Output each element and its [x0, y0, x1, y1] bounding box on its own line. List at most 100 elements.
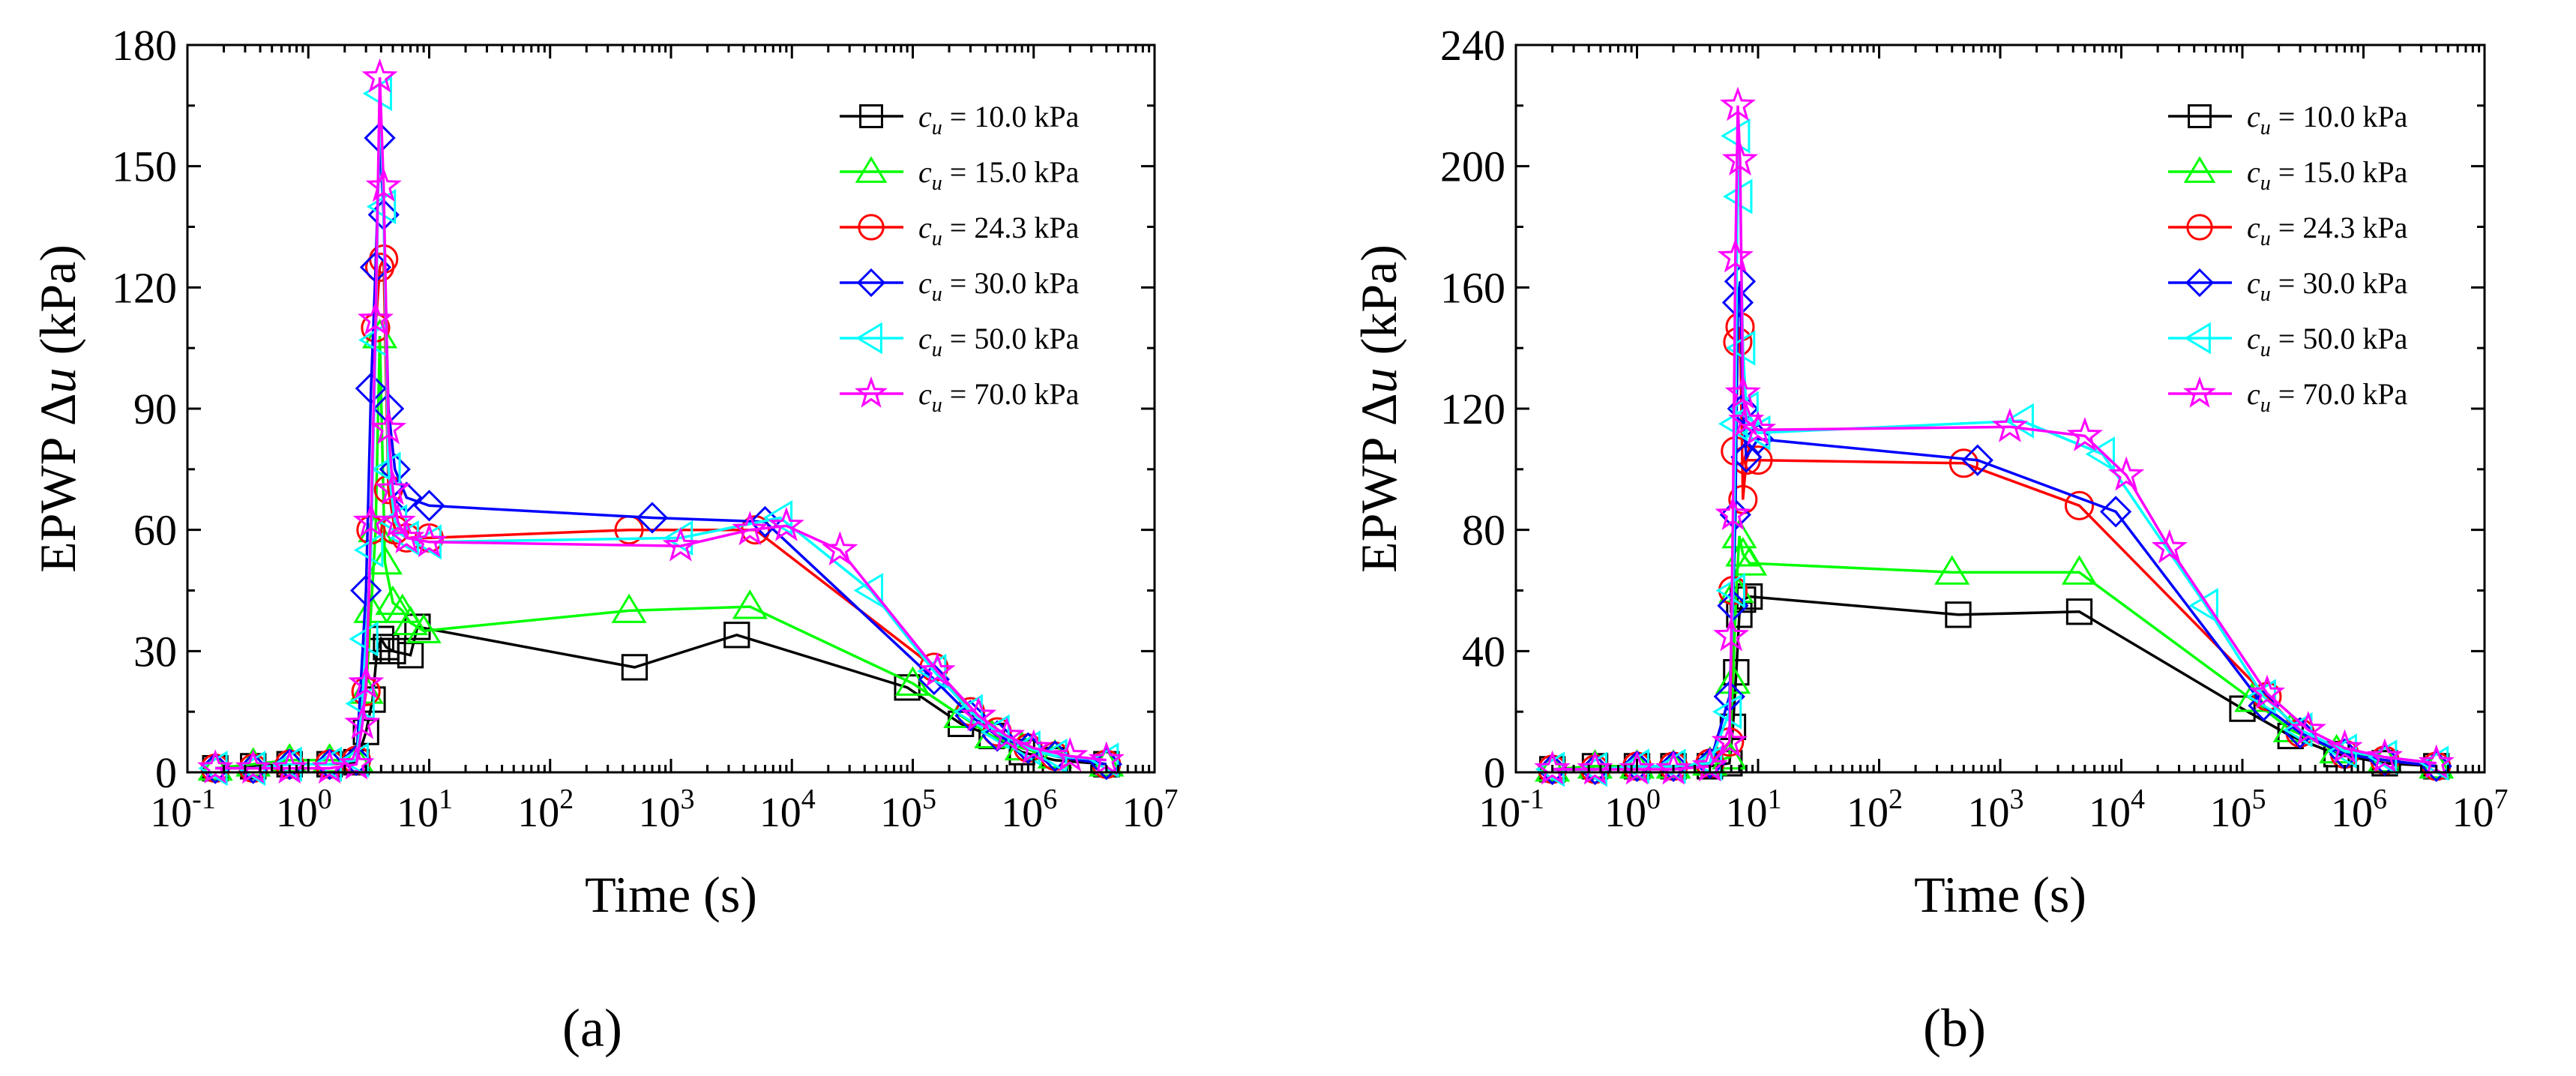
data-point	[371, 451, 401, 487]
data-point	[1739, 410, 1777, 445]
x-tick-label: 103	[639, 784, 695, 836]
data-point	[2151, 529, 2188, 564]
data-point	[1721, 286, 1754, 319]
data-point	[2366, 738, 2404, 773]
data-point	[366, 189, 397, 225]
data-point	[988, 717, 1026, 752]
data-point	[355, 372, 387, 405]
data-point	[611, 593, 647, 623]
x-tick-label: 102	[517, 784, 574, 836]
data-point	[1961, 444, 1993, 476]
data-point	[2229, 695, 2256, 722]
y-tick-label: 150	[112, 142, 177, 191]
y-tick-label: 40	[1462, 627, 1505, 676]
y-tick-label: 80	[1462, 506, 1505, 555]
data-point	[732, 589, 768, 619]
legend-marker	[855, 156, 888, 183]
data-point	[2108, 456, 2145, 491]
panel-a-y-axis-title: EPWP Δu (kPa)	[29, 244, 86, 573]
panel-b-y-axis-title: EPWP Δu (kPa)	[1350, 244, 1407, 573]
y-tick-label: 120	[112, 263, 177, 312]
data-point	[749, 505, 781, 538]
x-tick-label: 107	[1122, 784, 1179, 836]
legend-marker	[2185, 268, 2215, 298]
x-tick-label: 100	[1604, 784, 1661, 836]
data-point	[311, 749, 348, 784]
data-point	[357, 301, 394, 336]
panel-a-y-tick-labels: 0 30 60 90 120 150 180	[112, 21, 177, 797]
data-point	[1721, 141, 1759, 176]
data-point	[413, 490, 445, 522]
y-tick-label: 200	[1440, 142, 1505, 191]
legend-label: cu = 70.0 kPa	[918, 377, 1080, 417]
legend-item: cu = 30.0 kPa	[2168, 266, 2408, 306]
legend-item: cu = 50.0 kPa	[840, 322, 1080, 361]
data-point	[348, 664, 385, 700]
panel-b-label: (b)	[1923, 998, 1986, 1058]
y-tick-label: 0	[1484, 748, 1505, 797]
legend-label: cu = 24.3 kPa	[2247, 211, 2408, 250]
data-point	[1712, 694, 1742, 730]
x-tick-label: 103	[1968, 784, 2024, 836]
data-point	[361, 58, 398, 93]
legend-marker	[855, 376, 888, 408]
legend-label: cu = 10.0 kPa	[918, 100, 1080, 139]
data-point	[338, 745, 375, 780]
data-point	[370, 409, 407, 445]
data-point	[271, 749, 308, 784]
data-point	[388, 519, 425, 554]
legend-marker	[855, 322, 882, 355]
data-point	[954, 700, 987, 732]
series-line	[215, 93, 1107, 770]
legend-item: cu = 10.0 kPa	[840, 100, 1080, 139]
data-point	[1577, 750, 1613, 785]
x-tick-label: 102	[1847, 784, 1903, 836]
data-point	[379, 453, 411, 485]
data-point	[1934, 555, 1970, 585]
data-point	[379, 502, 416, 538]
legend-item: cu = 50.0 kPa	[2168, 322, 2408, 361]
data-point	[406, 613, 442, 643]
data-point	[1945, 601, 1972, 628]
data-point	[621, 654, 648, 681]
x-tick-label: 105	[2210, 784, 2266, 836]
legend-label: cu = 30.0 kPa	[2247, 266, 2408, 306]
series-line	[1552, 105, 2437, 771]
y-tick-label: 0	[155, 748, 177, 797]
legend-label: cu = 10.0 kPa	[2247, 100, 2408, 139]
panel-a-x-axis-title: Time (s)	[585, 866, 757, 923]
data-point	[1619, 750, 1655, 785]
panel-b-y-tick-labels: 0 40 80 120 160 200 240	[1440, 21, 1505, 797]
data-point	[1534, 750, 1571, 785]
data-point	[1621, 750, 1653, 783]
legend-marker	[859, 104, 883, 128]
data-point	[1743, 445, 1773, 475]
legend-label: cu = 15.0 kPa	[918, 155, 1080, 195]
data-point	[2248, 674, 2285, 709]
y-tick-label: 30	[133, 627, 177, 676]
data-point	[822, 531, 858, 566]
legend-label: cu = 30.0 kPa	[918, 266, 1080, 306]
panel-b-plot-area	[1534, 86, 2455, 787]
data-point	[1991, 407, 2028, 442]
data-point	[636, 502, 669, 534]
data-point	[960, 697, 997, 732]
data-point	[2085, 436, 2115, 472]
legend-item: cu = 15.0 kPa	[840, 155, 1080, 195]
data-point	[1723, 178, 1753, 214]
data-point	[723, 622, 750, 649]
series-5	[197, 58, 1125, 784]
data-point	[274, 748, 306, 781]
x-tick-label: 100	[276, 784, 332, 836]
data-point	[1719, 86, 1756, 121]
data-point	[392, 605, 429, 636]
data-point	[411, 523, 448, 558]
x-tick-label: 10-1	[150, 784, 216, 836]
data-point	[1713, 616, 1750, 652]
panel-b-x-axis-title: Time (s)	[1914, 866, 2086, 923]
data-point	[1715, 664, 1751, 694]
x-tick-label: 104	[2089, 784, 2145, 836]
data-point	[1052, 737, 1089, 772]
data-point	[662, 526, 699, 562]
